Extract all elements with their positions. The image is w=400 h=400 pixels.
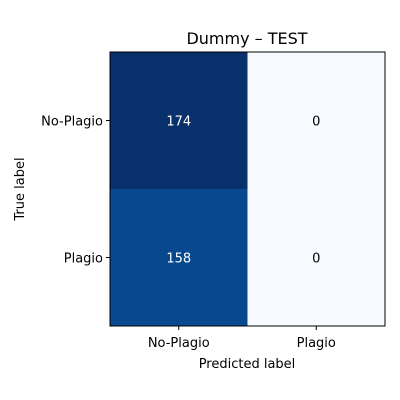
cell-value-r1-c1: 0 [312, 252, 320, 267]
heatmap-cell-r1-c1 [247, 189, 386, 327]
cell-value-r1-c0: 158 [166, 252, 191, 267]
y-tick-label-no-plagio: No-Plagio [41, 115, 103, 130]
plot-frame [109, 51, 386, 327]
axis-ticks [106, 120, 317, 330]
heatmap-cells: 174 0 158 0 [110, 52, 386, 327]
x-tick-label-plagio: Plagio [297, 336, 336, 351]
y-axis-label: True label [13, 157, 28, 221]
chart-title: Dummy – TEST [186, 29, 307, 48]
x-axis-label: Predicted label [199, 357, 296, 372]
cell-value-r0-c1: 0 [312, 115, 320, 130]
x-tick-label-no-plagio: No-Plagio [148, 336, 210, 351]
y-tick-label-plagio: Plagio [64, 252, 103, 267]
heatmap-cell-r0-c0 [110, 52, 248, 190]
cell-value-r0-c0: 174 [166, 115, 191, 130]
heatmap-cell-r0-c1 [247, 52, 386, 190]
heatmap-cell-r1-c0 [110, 189, 248, 327]
